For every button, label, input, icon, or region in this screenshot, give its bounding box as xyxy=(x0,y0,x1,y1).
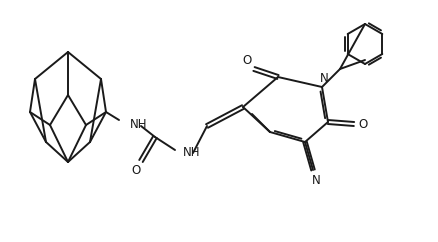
Text: O: O xyxy=(131,164,141,176)
Text: N: N xyxy=(311,174,320,187)
Text: O: O xyxy=(358,118,367,130)
Text: NH: NH xyxy=(183,145,201,159)
Text: N: N xyxy=(320,73,328,85)
Text: NH: NH xyxy=(130,118,148,130)
Text: O: O xyxy=(242,54,251,68)
